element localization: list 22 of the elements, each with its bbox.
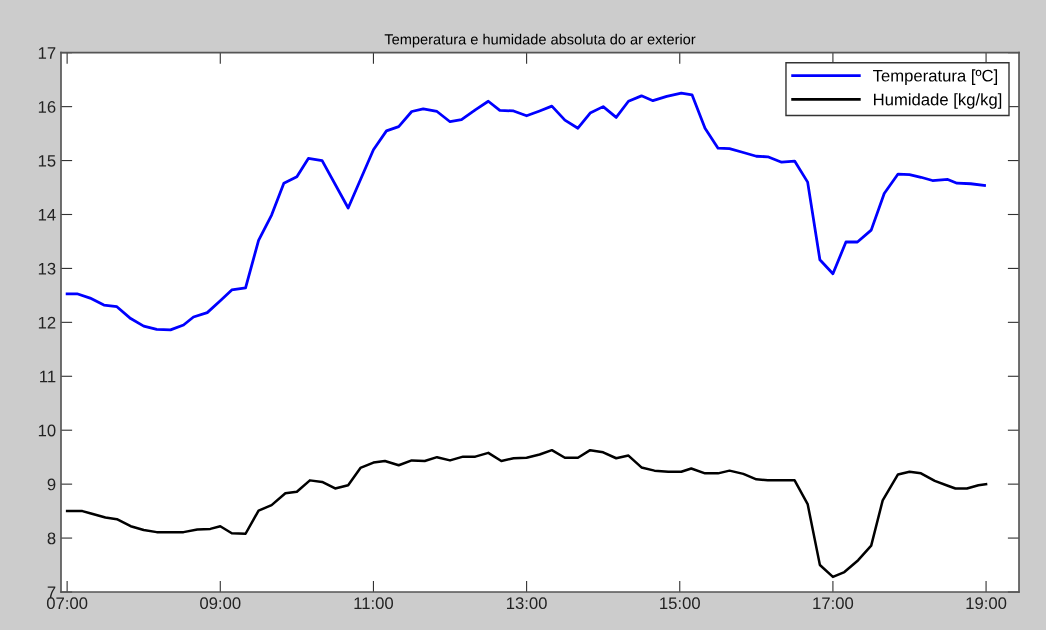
x-tick-label: 13:00 [507,597,547,610]
y-tick-label: 17 [38,47,56,59]
legend-label: Humidade [kg/kg] [874,93,1002,109]
y-tick-label: 8 [47,532,56,545]
x-tick-label: 09:00 [200,597,241,610]
x-tick-label: 19:00 [966,597,1007,610]
y-tick-label: 15 [38,155,56,167]
y-tick-label: 13 [38,262,56,275]
chart-title: Temperatura e humidade absoluta do ar exterior [384,33,696,48]
y-tick-label: 7 [47,586,56,599]
x-tick-label: 11:00 [354,597,394,610]
x-tick-label: 07:00 [46,597,88,610]
y-tick-label: 12 [38,316,56,329]
y-tick-label: 9 [47,478,56,491]
x-tick-label: 17:00 [813,597,854,610]
line-series [65,448,988,579]
legend-label: Temperatura [ºC] [873,69,998,85]
y-tick-label: 16 [38,101,56,113]
y-tick-label: 11 [40,370,56,383]
y-tick-label: 14 [38,209,56,221]
x-tick-label: 15:00 [660,597,700,610]
y-tick-label: 10 [38,424,56,437]
